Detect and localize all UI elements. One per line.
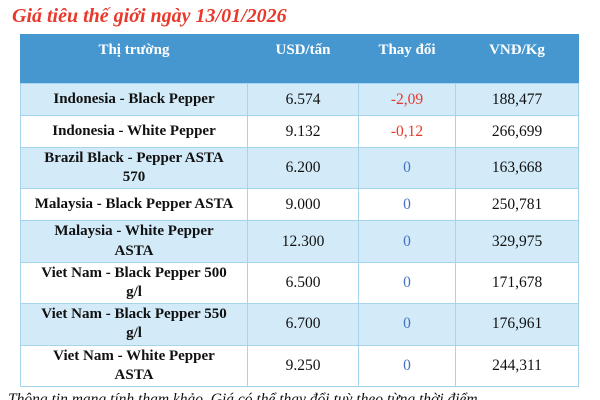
header-cell-vnd: VNĐ/Kg bbox=[455, 34, 579, 84]
cell-market: Indonesia - Black Pepper bbox=[20, 83, 248, 116]
cell-market: Indonesia - White Pepper bbox=[20, 115, 248, 148]
header-cell-usd: USD/tấn bbox=[247, 34, 359, 84]
cell-usd: 6.700 bbox=[247, 303, 359, 346]
table-header-row: Thị trường USD/tấn Thay đổi VNĐ/Kg bbox=[20, 34, 579, 84]
table-body: Indonesia - Black Pepper 6.574 -2,09 188… bbox=[20, 83, 579, 387]
cell-change: 0 bbox=[358, 344, 456, 387]
cell-market: Viet Nam - Black Pepper 550 g/l bbox=[20, 303, 248, 346]
cell-usd: 12.300 bbox=[247, 220, 359, 263]
cell-vnd: 244,311 bbox=[455, 344, 579, 387]
cell-vnd: 171,678 bbox=[455, 261, 579, 305]
cell-vnd: 250,781 bbox=[455, 188, 579, 222]
cell-usd: 6.200 bbox=[247, 146, 359, 190]
cell-usd: 6.574 bbox=[247, 83, 359, 116]
cell-change: -2,09 bbox=[358, 83, 456, 116]
cell-market: Malaysia - Black Pepper ASTA bbox=[20, 188, 248, 222]
cell-vnd: 266,699 bbox=[455, 115, 579, 148]
cell-vnd: 176,961 bbox=[455, 303, 579, 346]
cell-change: -0,12 bbox=[358, 115, 456, 148]
table-row: Viet Nam - Black Pepper 500 g/l 6.500 0 … bbox=[20, 261, 579, 305]
cell-market: Malaysia - White Pepper ASTA bbox=[20, 220, 248, 263]
cell-usd: 9.132 bbox=[247, 115, 359, 148]
table-row: Viet Nam - White Pepper ASTA 9.250 0 244… bbox=[20, 344, 579, 387]
cell-change: 0 bbox=[358, 146, 456, 190]
cell-usd: 9.250 bbox=[247, 344, 359, 387]
cell-market: Viet Nam - Black Pepper 500 g/l bbox=[20, 261, 248, 305]
cell-change: 0 bbox=[358, 261, 456, 305]
cell-vnd: 163,668 bbox=[455, 146, 579, 190]
cell-usd: 6.500 bbox=[247, 261, 359, 305]
table-row: Malaysia - Black Pepper ASTA 9.000 0 250… bbox=[20, 188, 579, 222]
table-row: Indonesia - Black Pepper 6.574 -2,09 188… bbox=[20, 83, 579, 116]
cell-vnd: 329,975 bbox=[455, 220, 579, 263]
header-cell-change: Thay đổi bbox=[358, 34, 456, 84]
cell-market: Viet Nam - White Pepper ASTA bbox=[20, 344, 248, 387]
table-row: Viet Nam - Black Pepper 550 g/l 6.700 0 … bbox=[20, 303, 579, 346]
table-row: Brazil Black - Pepper ASTA 570 6.200 0 1… bbox=[20, 146, 579, 190]
table-row: Malaysia - White Pepper ASTA 12.300 0 32… bbox=[20, 220, 579, 263]
cell-change: 0 bbox=[358, 303, 456, 346]
page-title: Giá tiêu thế giới ngày 13/01/2026 bbox=[12, 5, 287, 27]
cell-usd: 9.000 bbox=[247, 188, 359, 222]
cell-change: 0 bbox=[358, 188, 456, 222]
cell-market: Brazil Black - Pepper ASTA 570 bbox=[20, 146, 248, 190]
cell-vnd: 188,477 bbox=[455, 83, 579, 116]
table-row: Indonesia - White Pepper 9.132 -0,12 266… bbox=[20, 115, 579, 148]
header-cell-market: Thị trường bbox=[20, 34, 248, 84]
price-table: Thị trường USD/tấn Thay đổi VNĐ/Kg Indon… bbox=[20, 34, 579, 387]
cell-change: 0 bbox=[358, 220, 456, 263]
footer-note: Thông tin mang tính tham khảo. Giá có th… bbox=[8, 390, 478, 400]
